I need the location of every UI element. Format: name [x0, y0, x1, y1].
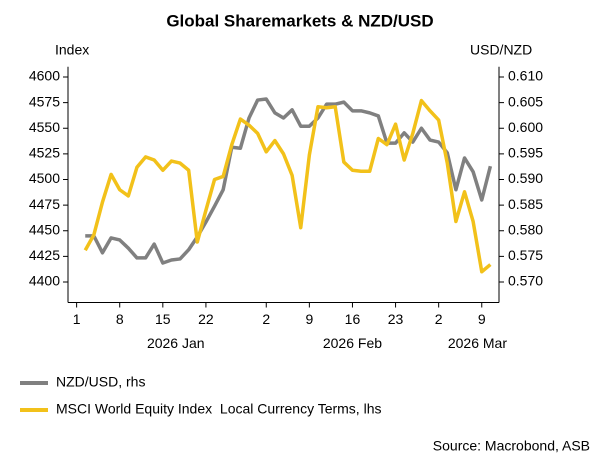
- x-tick-label: 2: [262, 311, 270, 327]
- y2-tick-label: 0.595: [508, 145, 543, 161]
- y-tick-label: 4450: [29, 221, 60, 237]
- x-tick-label: 9: [478, 311, 486, 327]
- y2-tick-label: 0.600: [508, 119, 543, 135]
- y-axis-title: Index: [55, 42, 89, 58]
- y2-tick-label: 0.580: [508, 221, 543, 237]
- series-line: [85, 97, 493, 265]
- y-tick-label: 4525: [29, 145, 60, 161]
- x-tick-label: 2: [435, 311, 443, 327]
- legend-label: NZD/USD, rhs: [56, 374, 145, 390]
- x-tick-label: 9: [305, 311, 313, 327]
- y-tick-label: 4575: [29, 93, 60, 109]
- y2-tick-label: 0.570: [508, 273, 543, 289]
- x-tick-label: 22: [198, 311, 214, 327]
- legend-label: MSCI World Equity Index Local Currency T…: [56, 401, 382, 417]
- x-group-label: 2026 Feb: [323, 335, 382, 351]
- x-tick-label: 1: [73, 311, 81, 327]
- x-tick-label: 16: [345, 311, 361, 327]
- y2-tick-label: 0.605: [508, 93, 543, 109]
- y-tick-label: 4475: [29, 196, 60, 212]
- y2-tick-label: 0.610: [508, 68, 543, 84]
- x-tick-label: 15: [155, 311, 171, 327]
- y-tick-label: 4400: [29, 273, 60, 289]
- y-tick-label: 4425: [29, 247, 60, 263]
- y-tick-label: 4500: [29, 170, 60, 186]
- y2-tick-label: 0.590: [508, 170, 543, 186]
- x-group-label: 2026 Jan: [147, 335, 205, 351]
- x-tick-label: 8: [116, 311, 124, 327]
- y2-axis-title: USD/NZD: [470, 42, 532, 58]
- chart-title: Global Sharemarkets & NZD/USD: [166, 11, 433, 30]
- y2-tick-label: 0.575: [508, 247, 543, 263]
- series-line: [83, 98, 492, 274]
- y-tick-label: 4600: [29, 68, 60, 84]
- y-tick-label: 4550: [29, 119, 60, 135]
- y2-tick-label: 0.585: [508, 196, 543, 212]
- source: Source: Macrobond, ASB: [433, 438, 590, 454]
- x-tick-label: 23: [388, 311, 404, 327]
- x-group-label: 2026 Mar: [448, 335, 507, 351]
